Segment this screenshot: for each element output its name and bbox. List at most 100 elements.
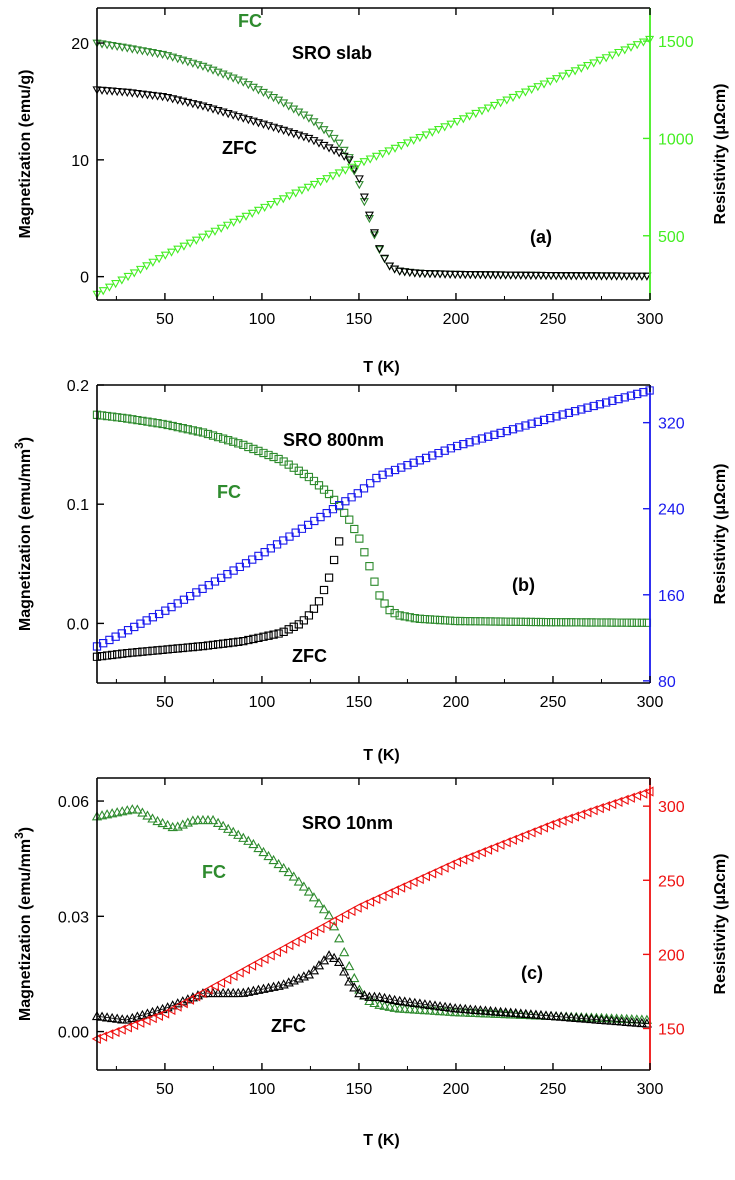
fc-point (577, 618, 586, 627)
zfc-point (304, 611, 314, 620)
zfc-point (142, 91, 152, 100)
y-right-tick-label: 200 (658, 947, 685, 964)
zfc-point (359, 193, 369, 202)
zfc-point (415, 269, 425, 278)
series-rho (92, 35, 655, 299)
series-fc (91, 804, 653, 1024)
fc-point (390, 608, 399, 618)
rho-point (607, 798, 617, 810)
rho-point (259, 953, 269, 964)
rho-point (203, 984, 213, 995)
zfc-point (217, 987, 229, 998)
fc-point (158, 419, 167, 429)
rho-point (471, 109, 481, 119)
rho-point (434, 448, 443, 458)
fc-point (218, 434, 228, 443)
fc-point (269, 452, 278, 462)
rho-point (464, 851, 474, 863)
fc-point (288, 871, 299, 881)
fc-point (429, 1005, 441, 1015)
zfc-point (328, 952, 340, 963)
rho-point (178, 998, 188, 1009)
rho-point (638, 788, 648, 799)
rho-point (241, 212, 251, 221)
fc-point (229, 437, 238, 446)
rho-point (322, 175, 332, 184)
rho-point (588, 805, 598, 816)
fc-point (284, 460, 293, 469)
fc-point (364, 214, 374, 224)
rho-point (172, 1001, 182, 1012)
rho-point (577, 405, 586, 414)
zfc-point (153, 646, 162, 655)
fc-point (254, 446, 263, 456)
fc-point (113, 413, 122, 422)
panel-a: 50 100 150 200 250 300 0 10 20 500 1000 1500 T (K) Ma… (17, 7, 729, 376)
zfc-point (313, 960, 325, 970)
rho-point (215, 977, 226, 988)
rho-point (246, 960, 257, 971)
x-tick-label: 150 (346, 1081, 373, 1098)
panel-label: (c) (521, 963, 543, 983)
fc-point (481, 617, 490, 626)
fc-point (536, 617, 546, 627)
zfc-point (147, 91, 158, 101)
rho-point (99, 639, 108, 648)
rho-point (335, 501, 344, 510)
fc-point (324, 130, 334, 139)
rho-point (452, 441, 462, 451)
rho-point (204, 580, 213, 590)
fc-point (228, 826, 239, 836)
rho-point (198, 233, 208, 242)
fc-point (162, 819, 173, 830)
fc-point (350, 524, 359, 534)
fc-point (293, 876, 304, 886)
series-zfc (91, 950, 653, 1028)
rho-point (185, 239, 195, 248)
fc-point (183, 425, 192, 434)
rho-point (638, 38, 648, 47)
y-right-tick-label: 500 (658, 229, 685, 246)
rho-point (128, 1019, 139, 1031)
rho-point (310, 516, 319, 526)
zfc-point (480, 271, 490, 280)
fc-point (360, 548, 369, 557)
rho-point (558, 410, 567, 419)
rho-point (184, 994, 195, 1005)
zfc-point (440, 270, 450, 279)
rho-point (607, 51, 617, 60)
zfc-point (470, 271, 480, 280)
rho-point (465, 112, 475, 121)
series-rho (92, 386, 654, 651)
rho-point (284, 940, 294, 951)
rho-point (433, 125, 444, 135)
rho-point (210, 227, 220, 236)
fc-point (526, 617, 536, 627)
rho-point (378, 470, 387, 479)
rho-point (551, 75, 562, 84)
y-right-axis-label: Resistivity (μΩcm) (712, 464, 729, 605)
fc-point (531, 617, 541, 627)
rho-point (159, 1008, 170, 1019)
rho-point (527, 85, 537, 94)
zfc-label: ZFC (222, 138, 257, 158)
rho-point (495, 839, 505, 850)
fc-point (562, 618, 571, 627)
zfc-point (289, 622, 298, 631)
rho-point (620, 393, 629, 402)
rho-point (147, 1013, 157, 1024)
zfc-point (627, 272, 637, 281)
fc-point (541, 617, 551, 627)
panel-b: 50 100 150 200 250 300 0.0 0.1 0.2 80 160 240 320 T (… (12, 378, 729, 764)
zfc-point (163, 93, 173, 103)
series-zfc (92, 86, 652, 281)
fc-point (466, 617, 475, 626)
x-tick-label: 300 (637, 311, 664, 328)
fc-point (345, 515, 354, 524)
rho-point (179, 595, 189, 604)
zfc-point (188, 642, 198, 652)
fc-point (375, 591, 384, 600)
rho-point (421, 453, 431, 463)
fc-point (380, 599, 389, 608)
fc-point (456, 616, 465, 626)
